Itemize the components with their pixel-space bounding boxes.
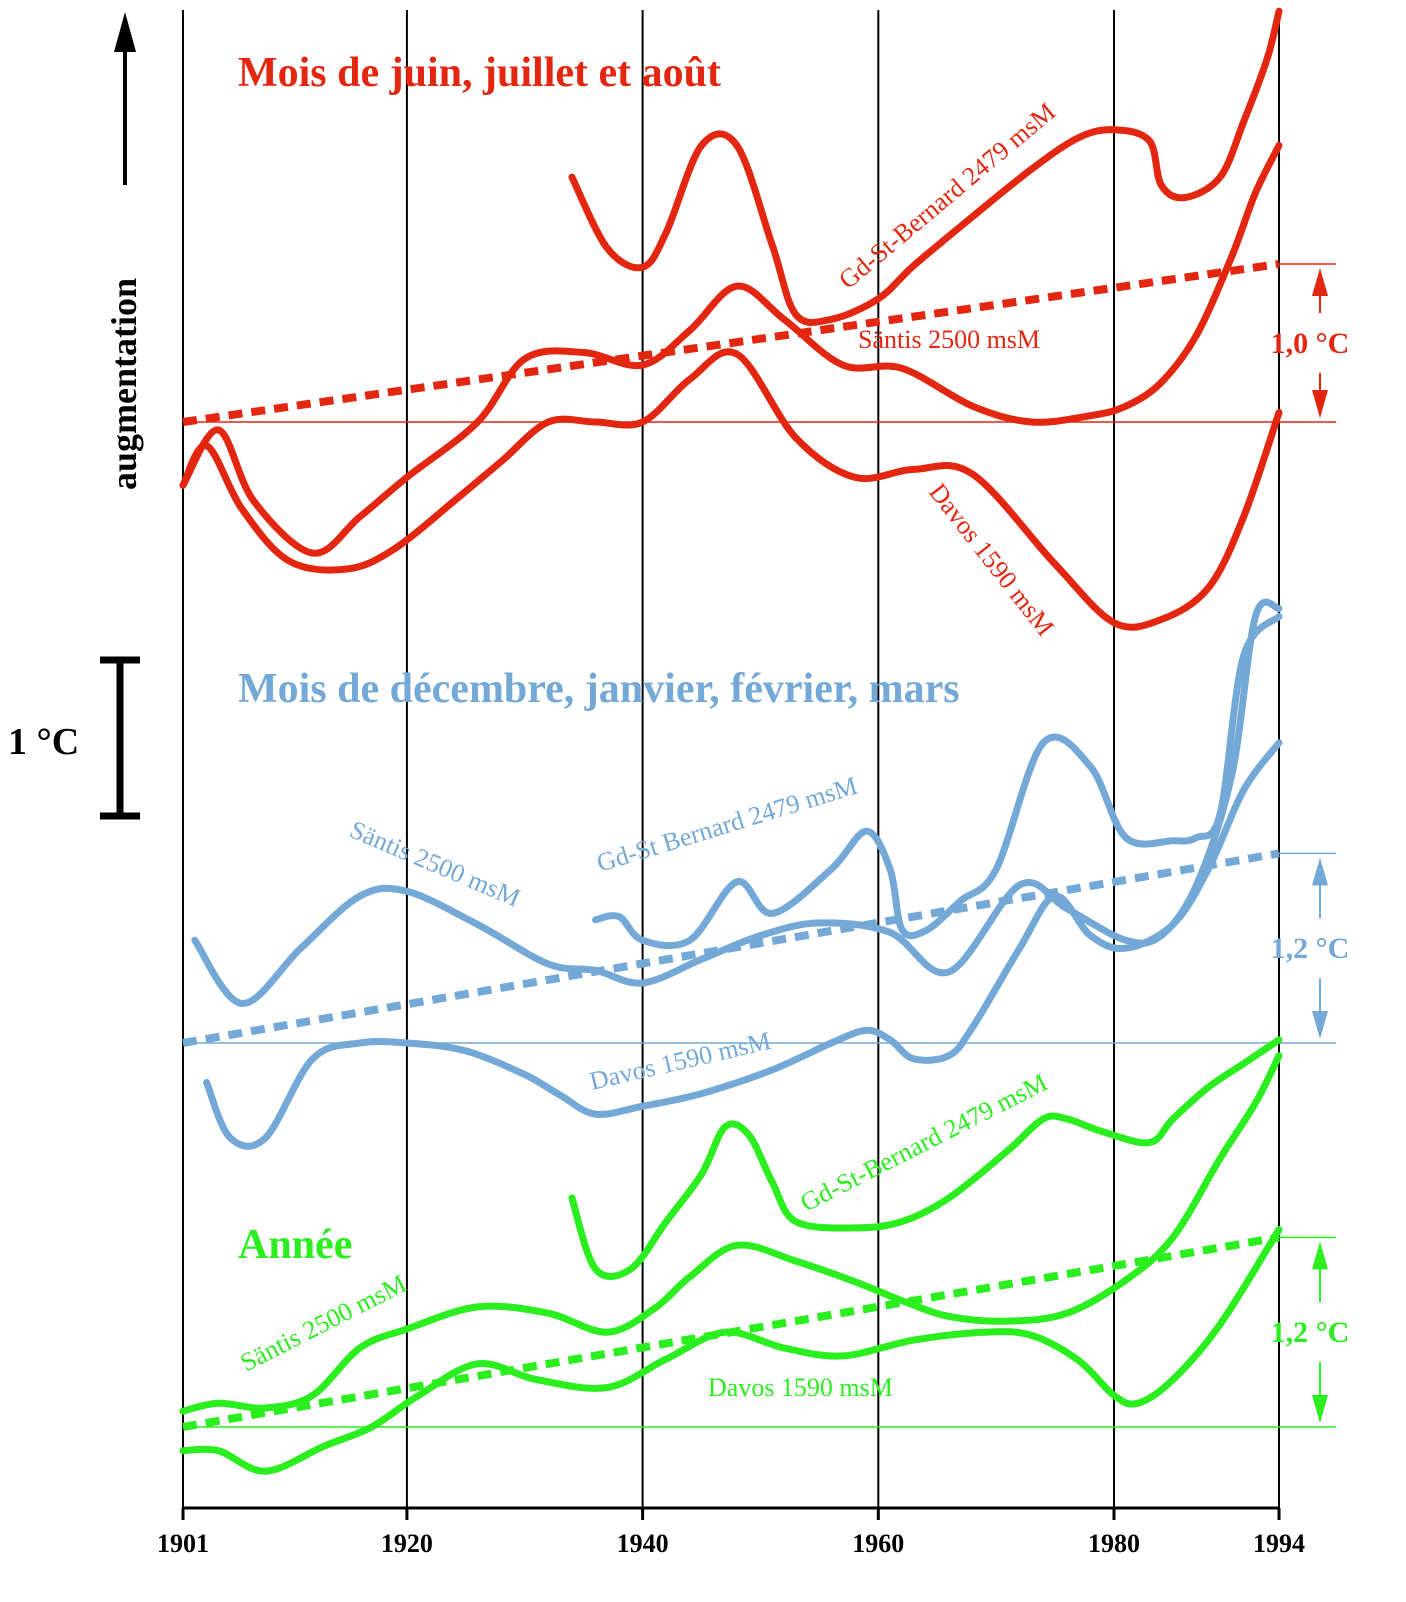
series-line-annual-2: [179, 1226, 1283, 1475]
label-summer-santis: Säntis 2500 msM: [858, 325, 1040, 354]
scale-bar-label: 1 °C: [8, 721, 79, 763]
delta-arrow-down-icon-annual: [1312, 1395, 1328, 1423]
delta-arrow-down-icon-winter: [1312, 1011, 1328, 1039]
y-axis-arrow-head-icon: [114, 12, 136, 52]
trend-line-summer: [182, 260, 1280, 426]
label-annual-santis: Säntis 2500 msM: [236, 1269, 411, 1377]
panel-title-summer: Mois de juin, juillet et août: [238, 50, 721, 96]
delta-arrow-up-icon-winter: [1312, 857, 1328, 886]
label-winter-davos: Davos 1590 msM: [587, 1026, 774, 1096]
series-line-summer-2: [179, 348, 1283, 631]
tick-label-x-1901: 1901: [157, 1529, 209, 1558]
y-axis-label: augmentation: [104, 278, 144, 490]
delta-layer: 1,0 °C 1,2 °C 1,2 °C: [1271, 268, 1350, 1423]
delta-arrow-down-icon-summer: [1312, 390, 1328, 418]
series-line-annual-1: [179, 1052, 1283, 1415]
tick-label-x-1994: 1994: [1253, 1529, 1305, 1558]
panel-title-annual: Année: [238, 1222, 352, 1268]
label-winter-gd-st-bernard: Gd-St Bernard 2479 msM: [593, 771, 860, 878]
series-line-summer-1: [179, 142, 1283, 557]
scale-bar: 1 °C: [8, 656, 140, 820]
tick-label-x-1940: 1940: [617, 1529, 669, 1558]
series-layer: [179, 7, 1283, 1475]
tick-label-x-1960: 1960: [852, 1529, 904, 1558]
tick-label-x-1920: 1920: [381, 1529, 433, 1558]
series-line-winter-2: [203, 739, 1283, 1150]
label-summer-davos: Davos 1590 msM: [923, 478, 1060, 642]
tick-label-x-1980: 1980: [1088, 1529, 1140, 1558]
delta-label-annual: 1,2 °C: [1271, 1316, 1350, 1349]
series-line-summer-0: [568, 7, 1283, 327]
series-line-winter-0: [592, 612, 1283, 950]
axes: 1901 1920 1940 1960 1980 1994: [157, 10, 1336, 1558]
y-axis-indicator: augmentation: [104, 12, 144, 490]
delta-arrow-up-icon-annual: [1312, 1241, 1328, 1270]
delta-arrow-up-icon-summer: [1312, 268, 1328, 296]
delta-label-summer: 1,0 °C: [1271, 327, 1350, 360]
panel-title-winter: Mois de décembre, janvier, février, mars: [238, 666, 960, 712]
series-line-annual-0: [568, 1036, 1283, 1280]
series-line-winter-1: [191, 598, 1283, 1007]
label-annual-davos: Davos 1590 msM: [708, 1373, 893, 1402]
label-summer-gd-st-bernard: Gd-St-Bernard 2479 msM: [833, 97, 1061, 295]
delta-label-winter: 1,2 °C: [1271, 932, 1350, 965]
label-winter-santis: Säntis 2500 msM: [346, 815, 525, 913]
